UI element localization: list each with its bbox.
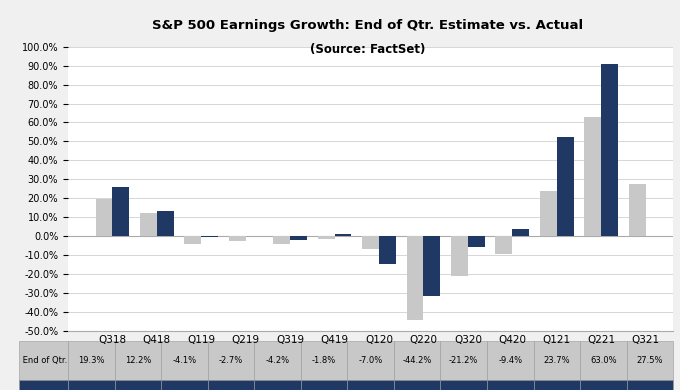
- Bar: [229, 236, 245, 241]
- Text: (Source: FactSet): (Source: FactSet): [309, 43, 425, 56]
- Bar: [290, 236, 307, 240]
- Bar: [362, 236, 379, 249]
- Bar: [557, 137, 574, 236]
- Bar: [201, 236, 218, 237]
- Bar: [112, 187, 129, 236]
- Bar: [140, 213, 157, 236]
- Bar: [468, 236, 485, 247]
- Bar: [379, 236, 396, 264]
- Bar: [424, 236, 441, 296]
- Bar: [496, 236, 512, 254]
- Bar: [629, 184, 646, 236]
- Bar: [540, 191, 557, 236]
- Bar: [273, 236, 290, 244]
- Bar: [584, 117, 601, 236]
- Text: S&P 500 Earnings Growth: End of Qtr. Estimate vs. Actual: S&P 500 Earnings Growth: End of Qtr. Est…: [152, 20, 583, 32]
- Bar: [157, 211, 173, 236]
- Bar: [407, 236, 424, 320]
- Bar: [451, 236, 468, 276]
- Bar: [512, 229, 529, 236]
- Bar: [335, 234, 352, 236]
- Bar: [184, 236, 201, 244]
- Bar: [601, 64, 618, 236]
- Bar: [95, 199, 112, 236]
- Bar: [318, 236, 335, 239]
